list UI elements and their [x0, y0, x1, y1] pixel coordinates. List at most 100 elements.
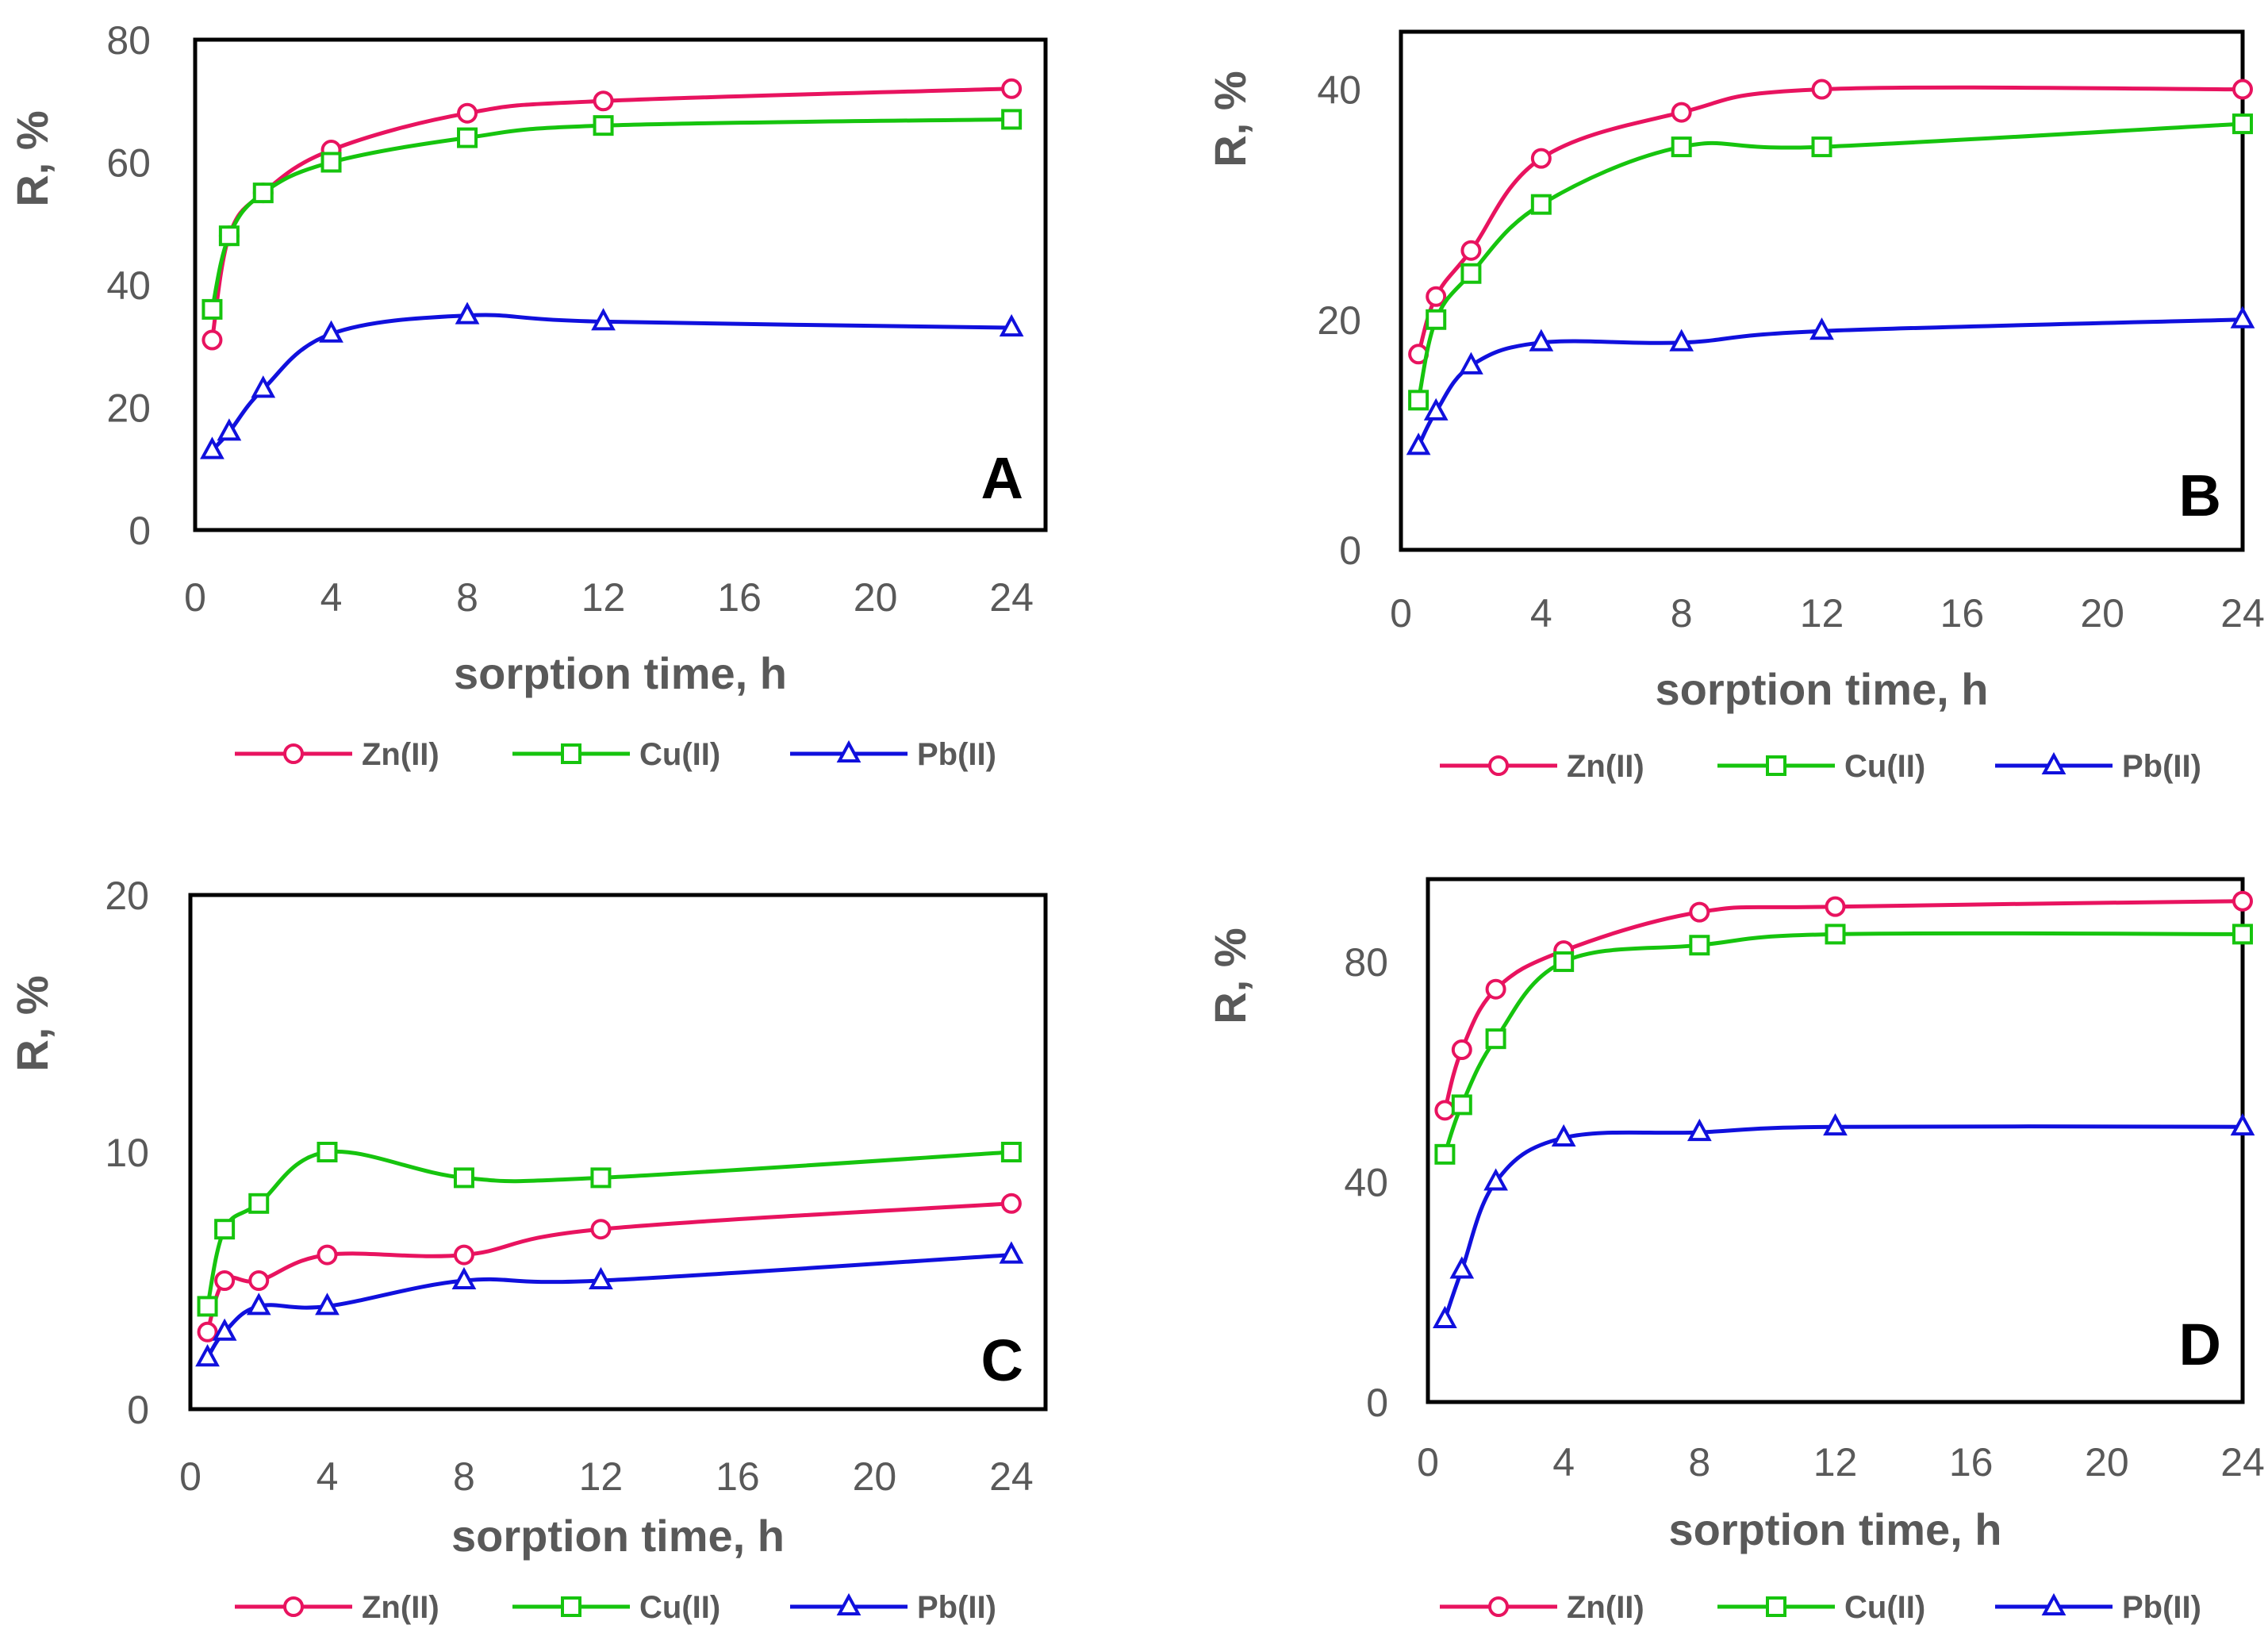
data-point	[453, 1244, 474, 1266]
y-tick-label: 0	[127, 1388, 149, 1432]
data-point	[1460, 240, 1482, 261]
data-point	[590, 1167, 612, 1189]
data-point	[455, 302, 480, 325]
data-point	[248, 1193, 270, 1214]
data-point	[1001, 78, 1023, 99]
legend-marker	[283, 1596, 304, 1617]
series-line-znii	[1442, 899, 2243, 1111]
data-point	[1451, 1039, 1472, 1061]
legend-label: Pb(II)	[2122, 1590, 2201, 1625]
data-point	[1460, 263, 1482, 284]
data-point	[1825, 924, 1846, 945]
data-point	[999, 313, 1024, 337]
data-point	[1423, 398, 1449, 421]
series-line-pbii	[205, 1253, 1012, 1359]
data-point	[1669, 328, 1694, 351]
x-tick-label: 8	[1688, 1440, 1710, 1485]
plot-frame	[193, 37, 1048, 532]
data-point	[251, 375, 276, 398]
x-tick-label: 24	[2220, 591, 2265, 636]
x-tick-label: 20	[853, 1454, 897, 1499]
legend-label: Pb(II)	[917, 737, 996, 772]
y-axis-title: R, %	[1205, 928, 1255, 1024]
data-point	[317, 1244, 338, 1266]
legend: Zn(II) Cu(II) Pb(II)	[1440, 1590, 2201, 1625]
data-point	[1406, 432, 1431, 455]
data-point	[1530, 194, 1552, 215]
data-point	[248, 1270, 270, 1291]
x-tick-label: 12	[1813, 1440, 1858, 1485]
legend-label: Pb(II)	[917, 1590, 996, 1625]
series-line-cuii	[1416, 121, 2243, 401]
data-point	[1483, 1168, 1508, 1191]
data-point	[1451, 1094, 1472, 1116]
data-point	[1529, 328, 1554, 351]
legend-marker	[2041, 1592, 2067, 1615]
x-tick-label: 8	[1671, 591, 1693, 636]
data-point	[1811, 136, 1832, 158]
data-point	[317, 1142, 338, 1162]
y-axis-title: R, %	[7, 110, 57, 206]
data-point	[591, 308, 616, 331]
legend-label: Cu(II)	[639, 737, 720, 772]
data-point	[1687, 1118, 1712, 1142]
legend-marker	[836, 739, 862, 762]
data-point	[252, 182, 274, 204]
data-point	[1485, 1028, 1506, 1050]
data-point	[1811, 79, 1832, 100]
data-point	[1671, 102, 1692, 123]
data-point	[457, 127, 478, 148]
data-point	[197, 1296, 218, 1317]
data-point	[1689, 935, 1710, 956]
y-tick-label: 40	[106, 263, 151, 308]
legend-marker	[2041, 751, 2067, 774]
data-point	[195, 1344, 220, 1367]
data-point	[589, 1266, 613, 1289]
data-point	[319, 320, 343, 343]
x-tick-label: 24	[989, 1454, 1034, 1499]
x-tick-label: 4	[320, 575, 343, 620]
data-point	[1434, 1143, 1456, 1165]
panel-label: A	[981, 445, 1023, 511]
chart-panel-a: 0 20 40 60 80 0 4 8 12 16 20 24 sorption time, h R, %…	[7, 18, 1048, 772]
data-point	[2232, 890, 2253, 912]
legend-marker	[836, 1592, 862, 1615]
y-tick-label: 0	[1339, 528, 1361, 573]
y-tick-label: 40	[1317, 68, 1361, 113]
legend-marker	[561, 743, 581, 764]
x-tick-label: 16	[1940, 591, 1985, 636]
data-point	[1459, 351, 1483, 375]
legend-label: Zn(II)	[362, 1590, 439, 1625]
panel-label: D	[2179, 1312, 2221, 1377]
data-point	[197, 1321, 218, 1342]
y-tick-label: 10	[105, 1131, 149, 1175]
plot-frame	[188, 893, 1048, 1412]
legend-label: Cu(II)	[639, 1590, 720, 1625]
legend-marker	[1488, 1596, 1509, 1617]
data-point	[1408, 390, 1429, 411]
y-tick-label: 0	[129, 509, 151, 553]
data-point	[2230, 305, 2255, 328]
legend: Zn(II) Cu(II) Pb(II)	[1440, 749, 2201, 784]
legend-label: Zn(II)	[362, 737, 439, 772]
data-point	[217, 418, 242, 441]
series-line-znii	[205, 1201, 1012, 1333]
data-point	[201, 329, 223, 351]
data-point	[1551, 1124, 1576, 1147]
data-point	[1825, 896, 1846, 917]
series-line-pbii	[210, 313, 1012, 452]
legend-label: Cu(II)	[1844, 749, 1925, 784]
series-line-znii	[1416, 85, 2243, 355]
data-point	[2232, 924, 2253, 945]
series-line-pbii	[1416, 317, 2243, 447]
x-tick-label: 8	[453, 1454, 475, 1499]
data-point	[593, 115, 614, 136]
x-tick-label: 20	[854, 575, 898, 620]
x-tick-label: 8	[456, 575, 478, 620]
x-tick-label: 0	[184, 575, 206, 620]
x-tick-label: 0	[1417, 1440, 1439, 1485]
legend-marker	[1488, 755, 1509, 776]
panel-label: C	[981, 1327, 1023, 1393]
x-tick-label: 16	[717, 575, 762, 620]
x-tick-label: 12	[581, 575, 626, 620]
